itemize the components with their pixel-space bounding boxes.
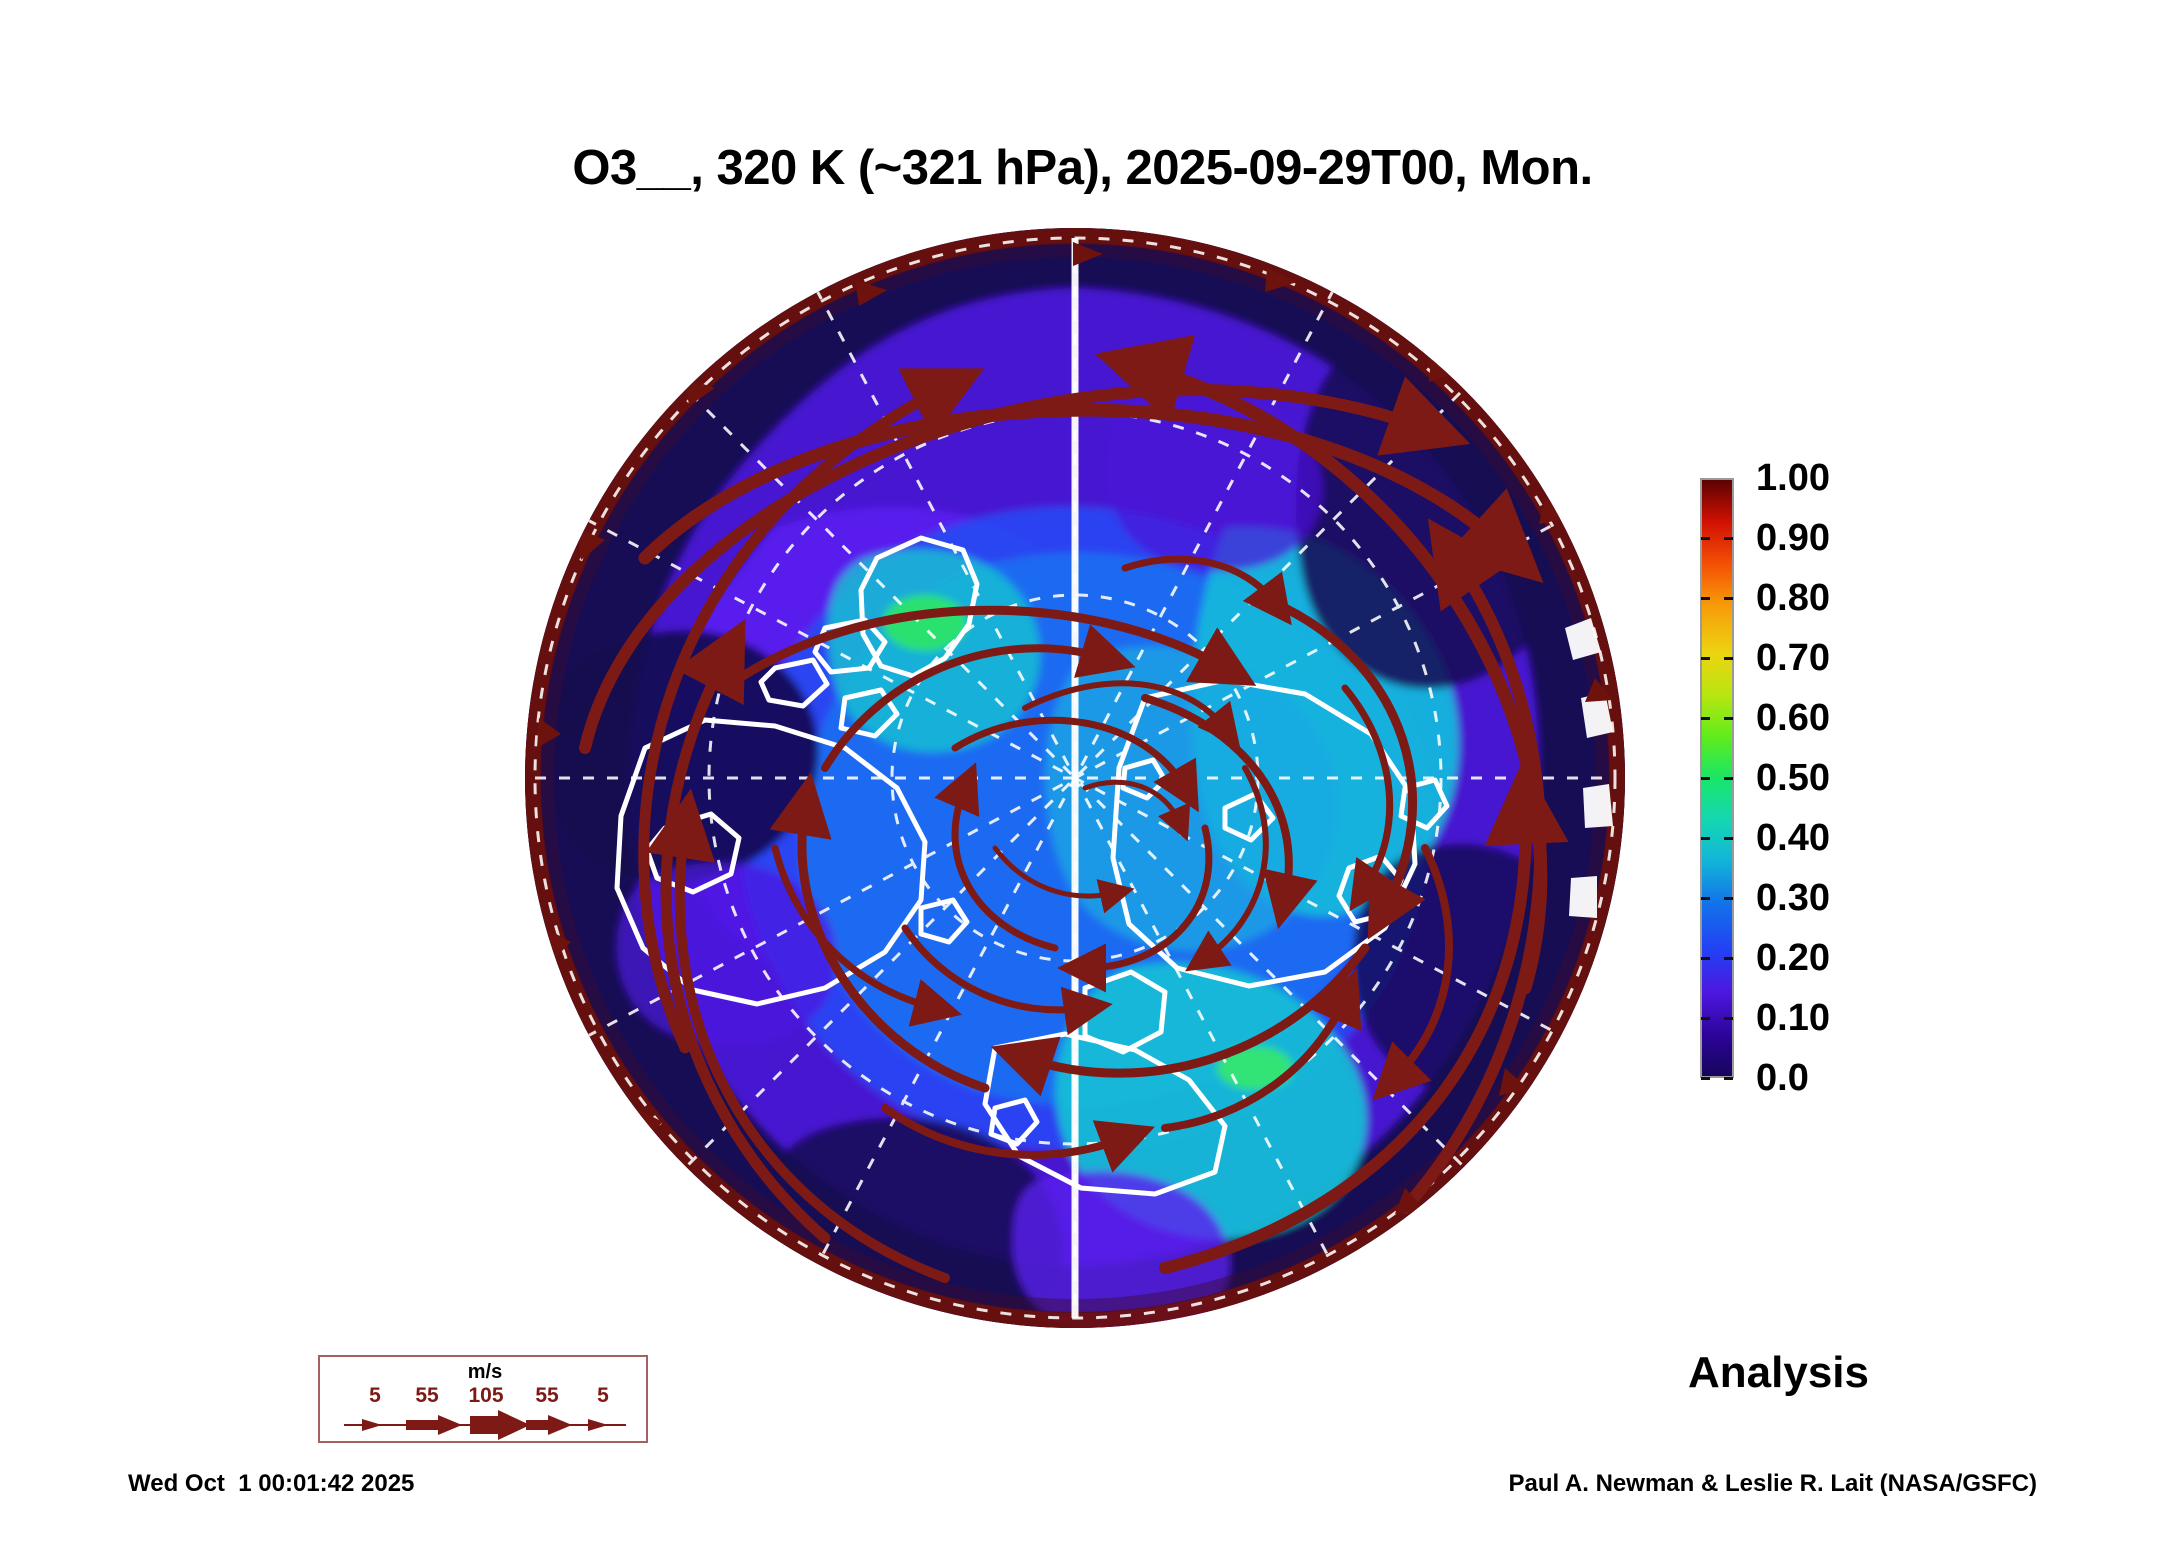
- map-disc: [525, 228, 1625, 1328]
- polar-map-panel: [525, 228, 1625, 1328]
- colorbar-tick: [1701, 537, 1710, 540]
- colorbar-tick: [1724, 537, 1733, 540]
- colorbar-tick-label: 1.00: [1756, 457, 1830, 499]
- colorbar-tick: [1701, 1077, 1710, 1080]
- colorbar-tick: [1724, 837, 1733, 840]
- credit-line: Paul A. Newman & Leslie R. Lait (NASA/GS…: [1508, 1470, 2037, 1497]
- colorbar-tick: [1724, 897, 1733, 900]
- colorbar-tick: [1724, 657, 1733, 660]
- wind-units-label: m/s: [467, 1361, 503, 1383]
- wind-legend-value: 105: [468, 1384, 504, 1407]
- colorbar-tick-label: 0.60: [1756, 697, 1830, 739]
- colorbar-tick-label: 0.80: [1756, 577, 1830, 619]
- wind-legend-arrows: [320, 1409, 650, 1441]
- colorbar-tick: [1701, 957, 1710, 960]
- colorbar-tick-label: 0.20: [1756, 937, 1830, 979]
- colorbar-tick: [1701, 597, 1710, 600]
- colorbar-tick-label: 0.70: [1756, 637, 1830, 679]
- wind-legend-value: 55: [535, 1384, 559, 1407]
- wind-legend-value: 5: [369, 1384, 381, 1407]
- colorbar: 1.00 0.90 0.80 0.70 0.60 0.50 0.40 0.30 0.20 0.10…: [1700, 459, 2100, 1097]
- colorbar-tick: [1724, 957, 1733, 960]
- colorbar-tick: [1724, 1077, 1733, 1080]
- colorbar-tick-label: 0.40: [1756, 817, 1830, 859]
- colorbar-tick: [1724, 777, 1733, 780]
- render-timestamp: Wed Oct 1 00:01:42 2025: [128, 1470, 415, 1497]
- colorbar-tick: [1701, 897, 1710, 900]
- colorbar-tick-label: 0.90: [1756, 517, 1830, 559]
- colorbar-tick: [1701, 777, 1710, 780]
- colorbar-tick-label: 0.50: [1756, 757, 1830, 799]
- page-title: O3__, 320 K (~321 hPa), 2025-09-29T00, M…: [572, 141, 1593, 195]
- colorbar-tick: [1701, 837, 1710, 840]
- colorbar-tick: [1701, 657, 1710, 660]
- colorbar-tick: [1724, 1017, 1733, 1020]
- colorbar-tick: [1701, 717, 1710, 720]
- analysis-label: Analysis: [1688, 1348, 1869, 1397]
- colorbar-tick-label: 0.30: [1756, 877, 1830, 919]
- wind-speed-legend: m/s 5 55 105 55 5: [318, 1355, 648, 1443]
- wind-legend-value: 55: [415, 1384, 439, 1407]
- colorbar-tick-label: 0.0: [1756, 1057, 1809, 1099]
- colorbar-tick: [1701, 1017, 1710, 1020]
- colorbar-tick-label: 0.10: [1756, 997, 1830, 1039]
- wind-legend-value: 5: [597, 1384, 609, 1407]
- wind-streamline-overlay: [525, 228, 1625, 1328]
- colorbar-tick: [1724, 717, 1733, 720]
- colorbar-tick: [1724, 597, 1733, 600]
